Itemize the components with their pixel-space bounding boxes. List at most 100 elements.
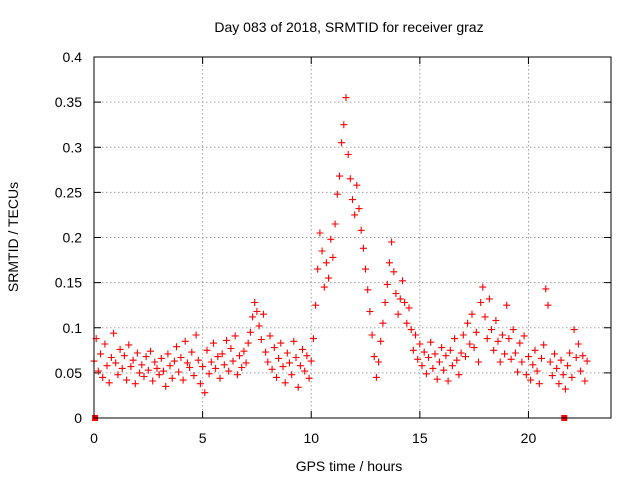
data-point	[516, 339, 524, 347]
data-point	[577, 367, 585, 375]
y-tick-label: 0.25	[55, 184, 82, 200]
data-point	[414, 355, 422, 363]
data-point	[514, 368, 522, 376]
data-point	[255, 322, 263, 330]
data-point	[496, 358, 504, 366]
data-point	[464, 319, 472, 327]
data-point	[286, 359, 293, 367]
data-point	[179, 376, 187, 384]
data-point	[123, 376, 131, 384]
data-point	[181, 337, 189, 345]
x-tick-label: 15	[412, 430, 428, 446]
plot-frame	[93, 56, 612, 419]
chart-title: Day 083 of 2018, SRMTID for receiver gra…	[214, 19, 483, 35]
data-point	[583, 357, 591, 365]
data-point	[264, 358, 272, 366]
data-point	[331, 220, 339, 228]
data-point	[579, 352, 587, 360]
data-point	[125, 341, 133, 349]
data-point	[131, 380, 139, 388]
data-point	[446, 346, 454, 354]
data-point	[468, 310, 476, 318]
data-point	[314, 265, 322, 273]
data-point	[294, 383, 302, 391]
data-point	[292, 354, 300, 361]
x-axis-label: GPS time / hours	[296, 458, 403, 474]
data-point	[196, 380, 204, 388]
data-point	[390, 268, 398, 276]
data-point	[568, 373, 576, 381]
data-point	[509, 326, 517, 334]
data-point	[438, 344, 446, 352]
data-point	[564, 362, 572, 370]
data-point	[168, 374, 176, 382]
data-point	[385, 259, 393, 267]
data-point	[266, 332, 274, 340]
data-point	[481, 313, 489, 321]
data-point	[494, 337, 502, 345]
data-point	[364, 286, 372, 294]
data-point	[440, 366, 448, 374]
data-point	[307, 357, 315, 365]
data-point	[462, 353, 469, 361]
data-point	[327, 235, 335, 243]
data-point	[546, 358, 554, 366]
data-point	[375, 358, 383, 366]
data-point	[435, 358, 443, 366]
y-axis-label: SRMTID / TECUs	[5, 182, 21, 292]
data-point	[531, 346, 539, 354]
data-point	[199, 363, 207, 371]
data-point	[301, 367, 309, 375]
data-point	[177, 354, 185, 361]
data-point	[166, 362, 174, 370]
data-point	[105, 379, 113, 387]
data-point	[572, 354, 580, 361]
data-point	[557, 356, 565, 364]
data-point	[457, 349, 465, 357]
data-point	[207, 358, 215, 366]
data-point	[370, 353, 378, 361]
data-point	[349, 196, 356, 204]
data-point	[351, 211, 359, 219]
data-point	[520, 332, 528, 340]
data-point	[99, 373, 107, 381]
data-point	[412, 331, 419, 339]
data-point	[416, 340, 424, 348]
data-point	[259, 310, 267, 318]
data-point	[133, 349, 141, 357]
data-point	[227, 345, 235, 352]
data-point	[431, 350, 439, 358]
data-point	[214, 353, 222, 361]
data-point	[229, 357, 237, 365]
data-point	[290, 337, 298, 345]
data-point	[94, 367, 102, 375]
data-point	[277, 339, 285, 347]
x-tick-label: 10	[303, 430, 319, 446]
data-point	[220, 361, 228, 369]
data-point	[405, 304, 413, 312]
data-point	[561, 385, 569, 393]
data-point	[164, 350, 172, 358]
data-point	[127, 363, 135, 371]
data-point	[336, 172, 343, 180]
data-point	[346, 175, 354, 183]
data-point	[381, 299, 389, 306]
data-point	[401, 299, 409, 306]
data-point	[542, 285, 550, 293]
data-point	[338, 139, 346, 147]
data-point	[116, 345, 124, 353]
y-tick-label: 0.3	[63, 139, 83, 155]
data-point	[240, 347, 248, 355]
data-point	[283, 349, 291, 357]
data-point	[574, 340, 582, 348]
data-point	[555, 380, 563, 388]
data-point	[459, 331, 467, 339]
data-point	[533, 367, 541, 375]
data-point	[570, 326, 578, 334]
data-point	[153, 364, 161, 372]
y-tick-label: 0.15	[55, 275, 82, 291]
data-point	[540, 341, 548, 349]
data-point	[318, 247, 326, 255]
